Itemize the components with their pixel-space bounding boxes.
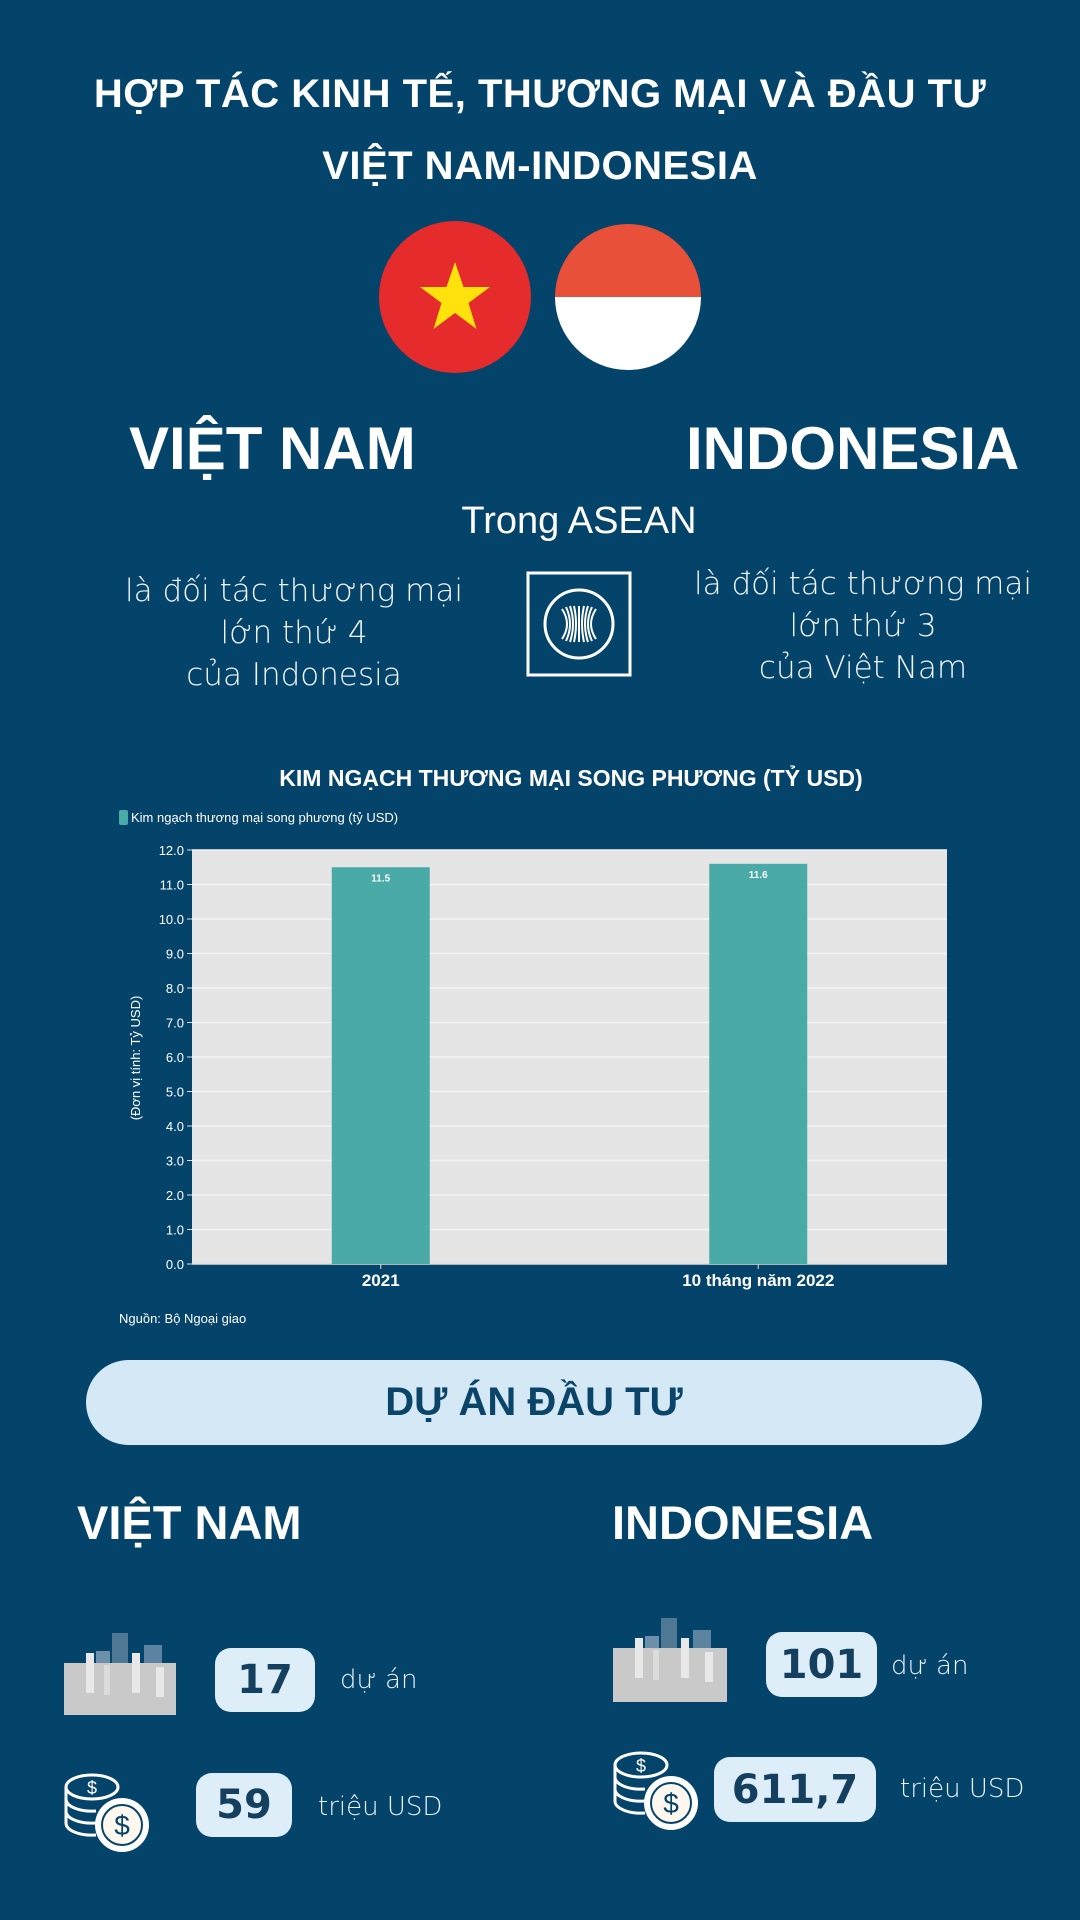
investment-label-vietnam: VIỆT NAM [77,1496,302,1549]
y-tick-label: 3.0 [166,1154,184,1169]
y-tick-label: 10.0 [159,912,184,927]
y-tick-label: 11.0 [160,878,184,893]
page-title-line1: HỢP TÁC KINH TẾ, THƯƠNG MẠI VÀ ĐẦU TƯ [93,72,987,116]
data-label: 11.5 [371,873,390,884]
text-line: lớn thứ 3 [789,608,937,644]
y-tick-label: 12.0 [159,843,184,858]
coins-dollar-icon: $ $ [64,1773,149,1852]
y-tick-label: 6.0 [166,1050,184,1065]
y-tick-label: 1.0 [166,1223,184,1238]
chart-legend: Kim ngạch thương mại song phương (tỷ USD… [119,810,398,825]
y-tick-label: 9.0 [166,947,184,962]
y-axis-label: (Đơn vị tính: Tỷ USD) [128,996,143,1121]
y-tick-label: 4.0 [166,1119,184,1134]
y-tick-label: 5.0 [166,1085,184,1100]
city-buildings-icon [64,1633,176,1715]
bar-chart: 0.0 1.0 2.0 3.0 4.0 5.0 6.0 7.0 8.0 9.0 10.0 11.0 12… [128,843,947,1290]
svg-text:$: $ [636,1756,646,1776]
legend-label: Kim ngạch thương mại song phương (tỷ USD… [131,810,399,825]
y-tick-label: 8.0 [166,981,184,996]
svg-text:$: $ [114,1810,130,1841]
text-line: là đối tác thương mại [125,573,463,609]
investment-label-indonesia: INDONESIA [612,1496,874,1549]
vietnam-projects-unit: dự án [340,1665,418,1695]
city-buildings-icon [613,1618,727,1702]
indonesia-capital-unit: triệu USD [900,1774,1025,1804]
indonesia-capital-value: 611,7 [714,1757,876,1822]
vietnam-capital-value: 59 [196,1773,292,1837]
indonesia-flag-icon [555,224,701,370]
bar [709,863,808,1264]
indonesia-projects-unit: dự án [891,1651,969,1681]
chart-source: Nguồn: Bộ Ngoại giao [119,1311,247,1326]
y-tick-label: 0.0 [166,1257,184,1272]
chart-title: KIM NGẠCH THƯƠNG MẠI SONG PHƯƠNG (TỶ USD… [279,765,863,791]
page-title-line2: VIỆT NAM-INDONESIA [322,144,758,188]
data-label: 11.6 [749,870,768,881]
investment-heading: DỰ ÁN ĐẦU TƯ [86,1360,982,1445]
text-line: là đối tác thương mại [694,566,1032,602]
country-label-vietnam: VIỆT NAM [129,415,416,482]
y-tick-label: 7.0 [166,1016,184,1031]
bar [331,867,430,1264]
text-line: lớn thứ 4 [220,615,368,651]
svg-text:$: $ [663,1788,679,1819]
svg-text:$: $ [87,1778,97,1798]
text-line: của Việt Nam [758,650,968,686]
asean-logo-icon [526,571,632,677]
legend-swatch [119,810,128,825]
asean-heading: Trong ASEAN [461,500,697,542]
vietnam-capital-unit: triệu USD [318,1792,443,1822]
country-label-indonesia: INDONESIA [686,415,1020,482]
flags [379,221,701,373]
x-tick-label: 10 tháng năm 2022 [682,1271,834,1290]
indonesia-asean-rank: là đối tác thương mại lớn thứ 3 của Việt… [663,563,1063,689]
vietnam-asean-rank: là đối tác thương mại lớn thứ 4 của Indo… [94,570,494,696]
y-tick-label: 2.0 [166,1188,184,1203]
x-tick-label: 2021 [362,1271,400,1290]
vietnam-flag-icon [379,221,531,373]
vietnam-projects-count: 17 [215,1648,315,1712]
indonesia-projects-count: 101 [766,1632,877,1697]
coins-dollar-icon: $ $ [613,1751,698,1830]
text-line: của Indonesia [186,657,402,693]
